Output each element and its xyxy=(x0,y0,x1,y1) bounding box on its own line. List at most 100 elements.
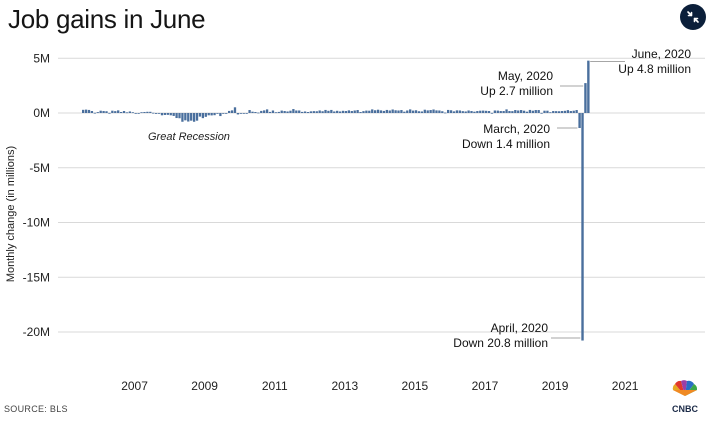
bar xyxy=(303,111,307,113)
bar xyxy=(236,113,240,115)
bar xyxy=(172,113,175,116)
bar xyxy=(563,110,567,113)
bar xyxy=(175,113,178,119)
bar xyxy=(546,110,549,113)
bar xyxy=(379,110,383,113)
bar xyxy=(336,110,339,113)
bar xyxy=(414,110,418,113)
bar xyxy=(438,110,441,113)
bar xyxy=(484,110,488,113)
bar xyxy=(119,112,123,113)
bar xyxy=(163,113,167,115)
bar xyxy=(411,110,415,113)
bar xyxy=(82,109,85,113)
y-tick-label: 5M xyxy=(33,51,50,65)
bar xyxy=(233,107,237,113)
bar xyxy=(222,113,225,114)
annotation-label: April, 2020 xyxy=(491,321,549,335)
bar xyxy=(184,113,187,121)
bar xyxy=(575,110,578,113)
annotation-label: June, 2020 xyxy=(632,47,692,61)
annotation-label: May, 2020 xyxy=(498,69,553,83)
y-tick-label: -10M xyxy=(23,216,50,230)
bar xyxy=(359,112,362,113)
bar xyxy=(96,112,99,113)
bar xyxy=(549,112,552,114)
bar xyxy=(353,110,356,113)
bar xyxy=(517,110,520,113)
bar xyxy=(365,110,368,113)
annotation-label: Up 4.8 million xyxy=(618,62,691,76)
bar xyxy=(476,111,479,113)
bar xyxy=(195,113,199,121)
bar xyxy=(260,110,263,113)
bar xyxy=(169,113,172,116)
bar xyxy=(143,112,146,113)
bar xyxy=(239,113,242,114)
bar xyxy=(560,111,564,113)
annotation-label: March, 2020 xyxy=(483,122,550,136)
y-tick-label: -5M xyxy=(29,161,50,175)
y-axis-label: Monthly change (in millions) xyxy=(5,146,17,282)
bar xyxy=(318,110,321,113)
bar xyxy=(286,111,289,113)
collapse-arrows-icon[interactable] xyxy=(680,4,706,30)
bar xyxy=(382,110,386,113)
bar xyxy=(268,111,272,113)
bar xyxy=(298,110,301,113)
bar xyxy=(242,113,245,114)
bar xyxy=(464,111,467,113)
bar xyxy=(149,111,152,113)
bar xyxy=(470,111,473,113)
bar xyxy=(295,110,298,113)
bar xyxy=(137,113,140,114)
x-tick-labels: 2007 2009 2011 2013 2015 2017 2019 2021 xyxy=(121,379,639,393)
bar xyxy=(502,111,505,113)
bar xyxy=(93,112,96,114)
bar xyxy=(160,113,164,116)
bar xyxy=(309,111,313,113)
bar xyxy=(344,111,348,113)
bar xyxy=(289,110,292,113)
bar xyxy=(210,113,213,116)
bar xyxy=(306,112,310,113)
bar xyxy=(520,110,523,113)
page-title: Job gains in June xyxy=(8,4,206,34)
bar xyxy=(455,110,459,113)
bar xyxy=(111,110,114,113)
svg-text:CNBC: CNBC xyxy=(672,404,698,414)
x-tick-label: 2015 xyxy=(402,379,429,393)
bar xyxy=(102,111,105,113)
bar xyxy=(511,111,514,113)
bar xyxy=(584,83,587,113)
bar xyxy=(146,111,149,113)
bar xyxy=(569,111,572,113)
bar xyxy=(327,110,330,113)
annotation-label: Down 20.8 million xyxy=(453,336,548,350)
cnbc-logo: CNBC xyxy=(663,378,707,418)
bar xyxy=(157,113,161,114)
bar xyxy=(333,111,336,113)
bar xyxy=(219,113,222,117)
bar xyxy=(125,112,129,114)
bar xyxy=(452,111,456,113)
bar xyxy=(347,110,351,113)
bar xyxy=(230,110,234,113)
y-tick-label: 0M xyxy=(33,106,50,120)
bar xyxy=(374,110,377,113)
y-tick-label: -20M xyxy=(23,325,50,339)
bar xyxy=(508,111,511,113)
bar xyxy=(514,110,517,113)
bar xyxy=(555,111,558,113)
annotation-label: Great Recession xyxy=(148,131,230,143)
bar xyxy=(447,109,450,113)
bar xyxy=(409,109,412,113)
bar xyxy=(181,113,184,122)
bar xyxy=(376,109,380,113)
y-tick-labels: 5M 0M -5M -10M -15M -20M xyxy=(23,51,50,339)
bar xyxy=(245,113,248,114)
bar xyxy=(198,113,202,117)
bar xyxy=(87,109,91,113)
bar xyxy=(552,111,555,113)
bar xyxy=(356,110,359,113)
